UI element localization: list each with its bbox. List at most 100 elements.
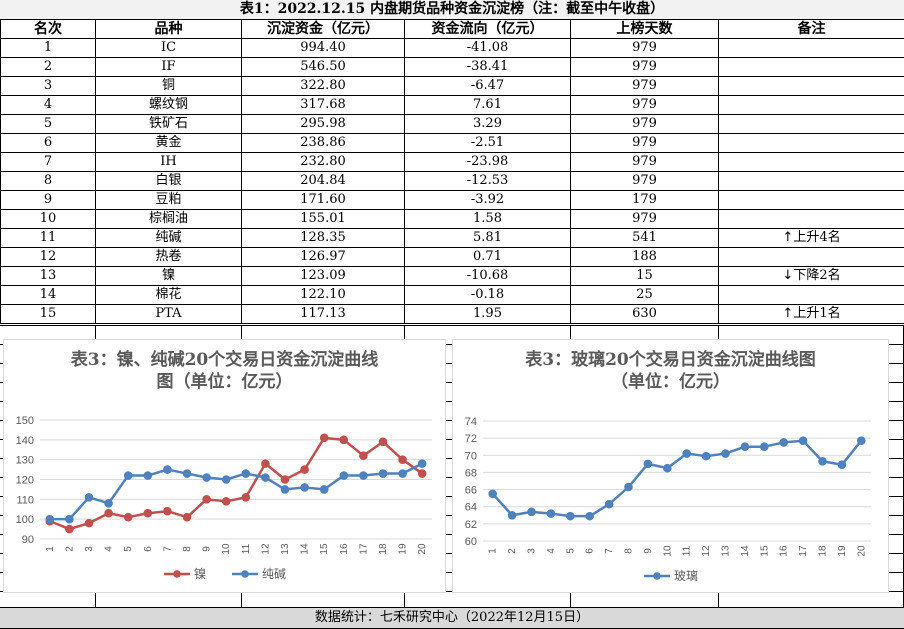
fund-cell: 317.68 xyxy=(242,96,405,115)
data-point xyxy=(144,472,152,480)
x-tick-label: 1 xyxy=(45,546,56,552)
data-point xyxy=(203,474,211,482)
days-cell: 979 xyxy=(571,153,719,172)
note-cell xyxy=(719,248,904,267)
legend-point-marker xyxy=(241,570,249,578)
data-point xyxy=(105,500,113,508)
flow-cell: 3.29 xyxy=(405,115,571,134)
data-point xyxy=(340,472,348,480)
note-text: 上升4名 xyxy=(793,230,840,245)
data-point xyxy=(360,452,368,460)
name-cell: 螺纹钢 xyxy=(96,96,242,115)
flow-cell: -2.51 xyxy=(405,134,571,153)
data-point xyxy=(301,466,309,474)
x-tick-label: 10 xyxy=(662,545,673,557)
x-tick-label: 17 xyxy=(798,545,809,557)
legend-point-marker xyxy=(173,570,181,578)
rank-cell: 15 xyxy=(1,305,96,324)
x-tick-label: 10 xyxy=(221,543,232,555)
x-tick-label: 7 xyxy=(604,548,615,554)
x-tick-label: 9 xyxy=(643,548,654,554)
note-cell xyxy=(719,134,904,153)
data-point xyxy=(799,437,807,445)
data-point xyxy=(203,496,211,504)
name-cell: 棉花 xyxy=(96,286,242,305)
data-point xyxy=(780,439,788,447)
flow-cell: 5.81 xyxy=(405,229,571,248)
fund-cell: 123.09 xyxy=(242,267,405,286)
x-tick-label: 3 xyxy=(527,548,538,554)
days-cell: 179 xyxy=(571,191,719,210)
name-cell: 纯碱 xyxy=(96,229,242,248)
x-tick-label: 11 xyxy=(682,545,693,556)
arrow-down-icon: ↓ xyxy=(782,268,793,283)
fund-cell: 546.50 xyxy=(242,58,405,77)
data-point xyxy=(508,511,516,519)
name-cell: 黄金 xyxy=(96,134,242,153)
x-tick-label: 18 xyxy=(378,543,389,555)
x-tick-label: 5 xyxy=(123,546,134,552)
days-cell: 979 xyxy=(571,39,719,58)
data-point xyxy=(605,500,613,508)
x-tick-label: 2 xyxy=(64,546,75,552)
data-point xyxy=(105,509,113,517)
data-point xyxy=(66,525,74,533)
fund-cell: 322.80 xyxy=(242,77,405,96)
data-point xyxy=(183,470,191,478)
name-cell: 白银 xyxy=(96,172,242,191)
data-point xyxy=(664,464,672,472)
data-point xyxy=(242,494,250,502)
data-point xyxy=(222,498,230,506)
data-point xyxy=(528,508,536,516)
table-title: 表1：2022.12.15 内盘期货品种资金沉淀榜（注：截至中午收盘） xyxy=(0,0,904,20)
data-point xyxy=(683,450,691,458)
data-point xyxy=(586,512,594,520)
note-cell xyxy=(719,39,904,58)
rank-cell: 13 xyxy=(1,267,96,286)
flow-cell: -38.41 xyxy=(405,58,571,77)
legend-label: 纯碱 xyxy=(262,567,286,581)
rank-cell: 11 xyxy=(1,229,96,248)
data-point xyxy=(399,456,407,464)
x-tick-label: 16 xyxy=(779,545,790,557)
x-tick-label: 19 xyxy=(837,545,848,557)
data-point xyxy=(418,460,426,468)
data-point xyxy=(183,513,191,521)
data-point xyxy=(379,438,387,446)
days-cell: 188 xyxy=(571,248,719,267)
name-cell: 热卷 xyxy=(96,248,242,267)
data-point xyxy=(625,483,633,491)
legend-item: 玻璃 xyxy=(644,569,698,583)
rank-cell: 2 xyxy=(1,58,96,77)
data-point xyxy=(164,507,172,515)
days-cell: 979 xyxy=(571,172,719,191)
y-tick-label: 74 xyxy=(465,416,477,428)
y-tick-label: 140 xyxy=(16,435,34,447)
name-cell: 铜 xyxy=(96,77,242,96)
x-tick-label: 15 xyxy=(759,545,770,557)
y-tick-label: 66 xyxy=(465,485,477,497)
data-point xyxy=(819,457,827,465)
name-cell: IC xyxy=(96,39,242,58)
data-point xyxy=(489,490,497,498)
y-tick-label: 62 xyxy=(465,519,477,531)
series-line xyxy=(493,441,862,516)
y-tick-label: 64 xyxy=(465,502,477,514)
data-point xyxy=(379,470,387,478)
x-tick-label: 4 xyxy=(546,548,557,554)
rank-cell: 12 xyxy=(1,248,96,267)
name-cell: IF xyxy=(96,58,242,77)
x-tick-label: 6 xyxy=(585,548,596,554)
y-tick-label: 130 xyxy=(16,455,34,467)
x-tick-label: 8 xyxy=(182,546,193,552)
fund-cell: 117.13 xyxy=(242,305,405,324)
data-point xyxy=(85,519,93,527)
fund-cell: 128.35 xyxy=(242,229,405,248)
